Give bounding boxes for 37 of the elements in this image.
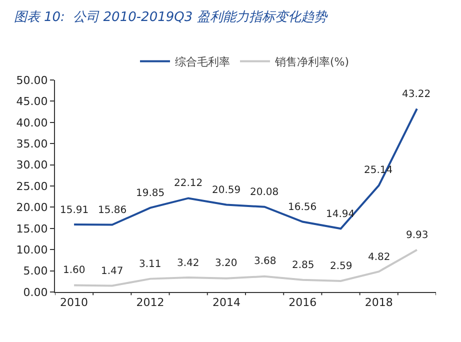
y-tick-label: 25.00: [16, 180, 48, 193]
legend-label: 销售净利率(%): [274, 56, 350, 69]
data-label: 20.08: [250, 187, 279, 198]
x-tick-label: 2012: [136, 296, 164, 310]
y-tick-label: 10.00: [16, 243, 48, 256]
x-tick-label: 2016: [288, 296, 317, 310]
y-tick-label: 20.00: [16, 201, 48, 214]
y-tick-label: 15.00: [16, 222, 48, 236]
data-label: 22.12: [174, 178, 203, 189]
data-label: 20.59: [212, 185, 241, 196]
y-tick-label: 5.00: [23, 264, 48, 278]
data-label: 2.59: [330, 261, 352, 272]
data-label: 9.93: [406, 230, 428, 241]
data-label: 19.85: [136, 188, 165, 199]
data-label: 2.85: [292, 260, 314, 271]
data-label: 3.68: [254, 256, 276, 267]
y-tick-label: 45.00: [16, 95, 48, 108]
y-tick-label: 0.00: [23, 286, 48, 299]
x-tick-label: 2014: [212, 296, 240, 310]
data-label: 3.20: [215, 258, 238, 269]
x-tick-label: 2018: [364, 296, 393, 310]
y-tick-label: 30.00: [16, 158, 48, 172]
x-tick-label: 2010: [60, 296, 88, 310]
data-label: 3.42: [177, 258, 200, 269]
data-label: 43.22: [402, 89, 431, 100]
data-label: 1.60: [63, 265, 86, 276]
data-label: 15.91: [60, 205, 89, 216]
data-label: 1.47: [101, 266, 124, 277]
y-tick-label: 40.00: [16, 116, 48, 130]
data-label: 16.56: [288, 202, 317, 213]
y-tick-label: 35.00: [16, 137, 48, 150]
data-label: 15.86: [98, 205, 127, 216]
legend-label: 综合毛利率: [175, 56, 230, 69]
chart-title: 图表 10: 公司 2010-2019Q3 盈利能力指标变化趋势: [14, 10, 328, 26]
y-tick-label: 50.00: [16, 74, 48, 87]
data-label: 4.82: [368, 252, 390, 263]
data-label: 3.11: [139, 259, 162, 270]
